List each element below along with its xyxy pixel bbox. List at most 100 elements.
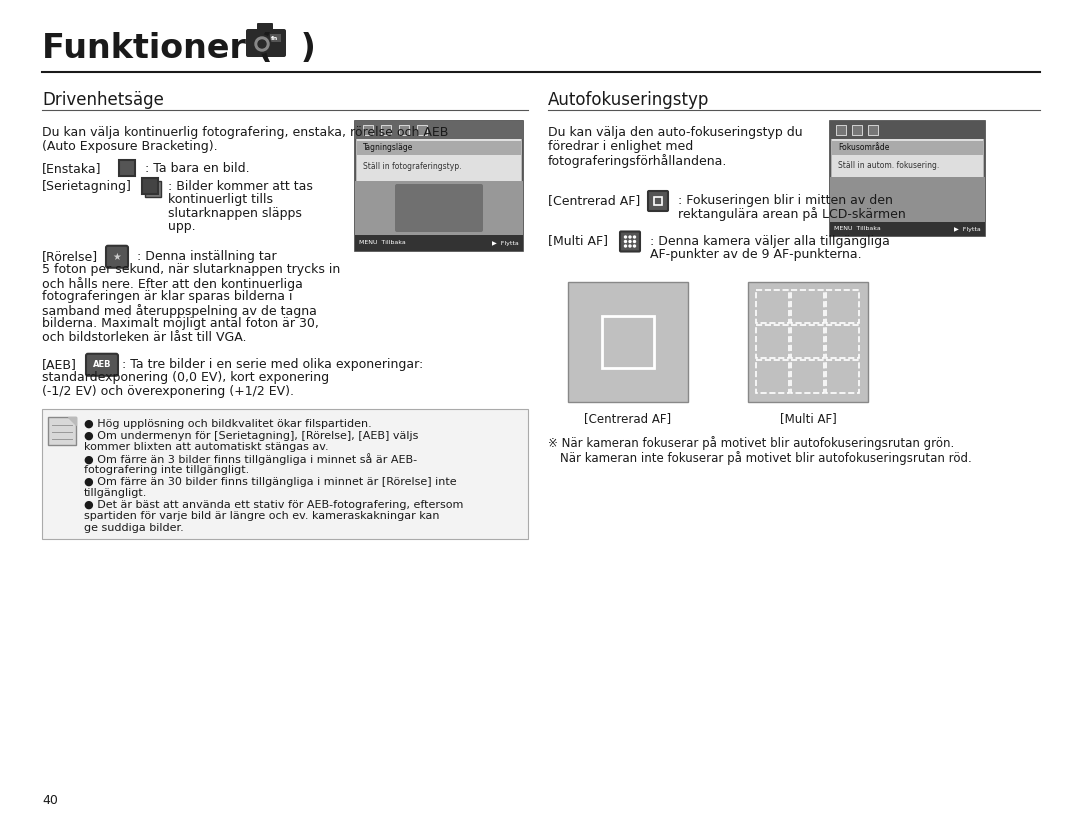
Bar <box>831 121 985 139</box>
Bar <box>363 125 373 135</box>
Text: Du kan välja den auto-fokuseringstyp du: Du kan välja den auto-fokuseringstyp du <box>548 126 802 139</box>
FancyBboxPatch shape <box>620 231 640 252</box>
Text: [Centrerad AF]: [Centrerad AF] <box>584 412 672 425</box>
Text: ● Om undermenyn för [Serietagning], [Rörelse], [AEB] väljs: ● Om undermenyn för [Serietagning], [Rör… <box>84 430 418 441</box>
Bar <box>852 125 862 135</box>
Text: Tagningsläge: Tagningsläge <box>363 143 414 152</box>
Bar <box>826 290 859 323</box>
Circle shape <box>258 40 266 48</box>
Text: upp.: upp. <box>168 220 195 233</box>
FancyBboxPatch shape <box>257 23 273 33</box>
Text: AF-punkter av de 9 AF-punkterna.: AF-punkter av de 9 AF-punkterna. <box>650 248 862 261</box>
Circle shape <box>634 245 635 247</box>
Bar <box>756 324 789 358</box>
Text: [AEB]: [AEB] <box>42 358 77 371</box>
Text: [Centrerad AF]: [Centrerad AF] <box>548 194 640 207</box>
Text: ● Det är bäst att använda ett stativ för AEB-fotografering, eftersom: ● Det är bäst att använda ett stativ för… <box>84 500 463 509</box>
Text: 5 foton per sekund, när slutarknappen trycks in: 5 foton per sekund, när slutarknappen tr… <box>42 263 340 276</box>
Bar <box>399 125 409 135</box>
Text: AEB: AEB <box>93 360 111 369</box>
Bar <box>355 121 523 251</box>
Text: ● Om färre än 3 bilder finns tillgängliga i minnet så är AEB-: ● Om färre än 3 bilder finns tillgänglig… <box>84 454 417 465</box>
Text: Autofokuseringstyp: Autofokuseringstyp <box>548 91 710 109</box>
Text: bilderna. Maximalt möjligt antal foton är 30,: bilderna. Maximalt möjligt antal foton ä… <box>42 317 319 330</box>
Text: (Auto Exposure Bracketing).: (Auto Exposure Bracketing). <box>42 140 218 153</box>
Bar <box>791 324 824 358</box>
Text: tillgängligt.: tillgängligt. <box>84 488 147 498</box>
Bar <box>381 125 391 135</box>
Bar <box>832 141 983 155</box>
Text: : Bilder kommer att tas: : Bilder kommer att tas <box>168 179 313 192</box>
Text: : Ta tre bilder i en serie med olika exponeringar:: : Ta tre bilder i en serie med olika exp… <box>122 358 423 371</box>
Text: fotograferingen är klar sparas bilderna i: fotograferingen är klar sparas bilderna … <box>42 290 293 303</box>
Circle shape <box>624 245 626 247</box>
Circle shape <box>253 35 271 53</box>
Text: Fokusområde: Fokusområde <box>838 143 889 152</box>
Bar <box>48 417 76 445</box>
Bar <box>270 34 281 42</box>
Bar <box>756 359 789 393</box>
Bar <box>42 409 528 539</box>
Text: kommer blixten att automatiskt stängas av.: kommer blixten att automatiskt stängas a… <box>84 442 328 452</box>
Text: ★: ★ <box>112 252 121 262</box>
Text: ▶  Flytta: ▶ Flytta <box>955 227 981 231</box>
Text: 40: 40 <box>42 794 58 807</box>
Text: spartiden för varje bild är längre och ev. kameraskakningar kan: spartiden för varje bild är längre och e… <box>84 511 440 521</box>
Text: : Ta bara en bild.: : Ta bara en bild. <box>145 162 249 175</box>
Bar <box>748 282 868 402</box>
Text: fotografering inte tillgängligt.: fotografering inte tillgängligt. <box>84 465 249 475</box>
Bar <box>831 222 985 236</box>
Text: fotograferingsförhållandena.: fotograferingsförhållandena. <box>548 154 727 168</box>
Bar <box>654 197 662 205</box>
Text: : Fokuseringen blir i mitten av den: : Fokuseringen blir i mitten av den <box>678 194 893 207</box>
Text: ● Om färre än 30 bilder finns tillgängliga i minnet är [Rörelse] inte: ● Om färre än 30 bilder finns tillgängli… <box>84 477 457 487</box>
Text: MENU  Tillbaka: MENU Tillbaka <box>359 240 406 245</box>
Circle shape <box>629 236 631 238</box>
Text: ): ) <box>289 32 315 64</box>
Text: och bildstorleken är låst till VGA.: och bildstorleken är låst till VGA. <box>42 331 246 344</box>
Circle shape <box>624 236 626 238</box>
FancyBboxPatch shape <box>246 29 286 57</box>
Bar <box>791 290 824 323</box>
Text: Ställ in fotograferingstyp.: Ställ in fotograferingstyp. <box>363 162 461 171</box>
Text: ▶  Flytta: ▶ Flytta <box>492 240 519 245</box>
Bar <box>868 125 878 135</box>
Bar <box>145 181 161 196</box>
Circle shape <box>255 37 269 51</box>
Text: standardexponering (0,0 EV), kort exponering: standardexponering (0,0 EV), kort expone… <box>42 372 329 384</box>
Bar <box>831 121 985 236</box>
Text: Drivenhetsäge: Drivenhetsäge <box>42 91 164 109</box>
Text: Ställ in autom. fokusering.: Ställ in autom. fokusering. <box>838 161 940 170</box>
Text: samband med återuppspelning av de tagna: samband med återuppspelning av de tagna <box>42 304 316 318</box>
Text: och hålls nere. Efter att den kontinuerliga: och hålls nere. Efter att den kontinuerl… <box>42 277 302 291</box>
Bar <box>355 181 523 235</box>
Text: [Multi AF]: [Multi AF] <box>548 235 608 248</box>
Polygon shape <box>68 417 76 425</box>
Text: (-1/2 EV) och överexponering (+1/2 EV).: (-1/2 EV) och överexponering (+1/2 EV). <box>42 385 294 398</box>
Text: [Serietagning]: [Serietagning] <box>42 179 132 192</box>
Text: kontinuerligt tills: kontinuerligt tills <box>168 193 273 206</box>
Bar <box>826 324 859 358</box>
Circle shape <box>624 240 626 243</box>
Bar <box>568 282 688 402</box>
Bar <box>357 141 521 155</box>
Bar <box>355 121 523 139</box>
Bar <box>417 125 427 135</box>
Bar <box>119 160 135 176</box>
Text: rektangulära arean på LCD-skärmen: rektangulära arean på LCD-skärmen <box>678 208 906 222</box>
Bar <box>355 235 523 251</box>
Text: föredrar i enlighet med: föredrar i enlighet med <box>548 140 693 153</box>
Circle shape <box>629 240 631 243</box>
Bar <box>826 359 859 393</box>
Circle shape <box>634 240 635 243</box>
Text: ge suddiga bilder.: ge suddiga bilder. <box>84 522 184 532</box>
FancyBboxPatch shape <box>86 354 118 376</box>
FancyBboxPatch shape <box>648 191 669 211</box>
Text: När kameran inte fokuserar på motivet blir autofokuseringsrutan röd.: När kameran inte fokuserar på motivet bl… <box>561 451 972 465</box>
Bar <box>357 139 521 181</box>
Text: ※ När kameran fokuserar på motivet blir autofokuseringsrutan grön.: ※ När kameran fokuserar på motivet blir … <box>548 436 955 450</box>
Bar <box>141 178 158 193</box>
Text: Du kan välja kontinuerlig fotografering, enstaka, rörelse och AEB: Du kan välja kontinuerlig fotografering,… <box>42 126 448 139</box>
Bar <box>831 177 985 222</box>
Text: [Enstaka]: [Enstaka] <box>42 162 102 175</box>
